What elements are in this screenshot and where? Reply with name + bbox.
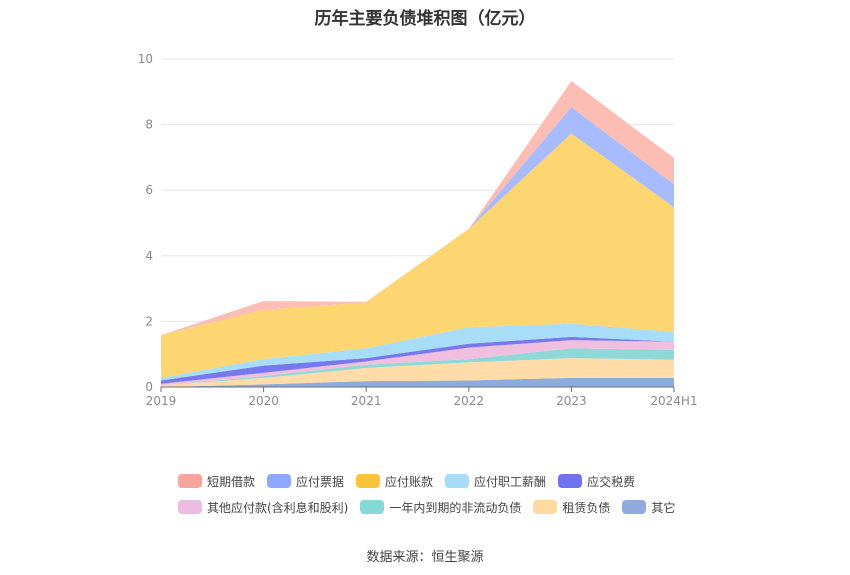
legend-label: 短期借款 [207,474,256,489]
legend-label: 其它 [651,500,676,515]
y-tick-label: 2 [145,314,153,328]
legend-item[interactable]: 应交税费 [558,472,635,490]
x-tick-label: 2020 [248,394,279,408]
legend-label: 应付票据 [296,474,345,489]
legend-item[interactable]: 其它 [622,498,675,516]
legend-label: 应交税费 [587,474,636,489]
legend-item[interactable]: 应付账款 [356,472,433,490]
legend-swatch [356,474,381,488]
x-tick-label: 2024H1 [650,394,697,408]
y-tick-label: 0 [145,380,153,394]
x-tick-label: 2021 [351,394,382,408]
legend: 短期借款 应付票据 应付账款 应付职工薪酬 应交税费其他应付款(含利息和股利) 一年内到期… [178,472,698,524]
y-tick-label: 6 [145,183,153,197]
legend-label: 其他应付款(含利息和股利) [207,500,349,515]
y-tick-label: 10 [138,52,153,66]
x-tick-label: 2023 [556,394,587,408]
legend-swatch [622,500,647,514]
legend-item[interactable]: 应付职工薪酬 [445,472,546,490]
legend-item[interactable]: 一年内到期的非流动负债 [360,498,521,516]
x-tick-label: 2022 [454,394,485,408]
axes: 0 2 4 6 8 10 2019 2020 2021 2022 2023 2024H1 [138,52,698,408]
area-series [161,80,674,387]
area-series-3[interactable] [161,340,674,386]
legend-label: 一年内到期的非流动负债 [389,500,522,515]
legend-label: 应付职工薪酬 [474,474,547,489]
x-tick-label: 2019 [146,394,177,408]
legend-swatch [533,500,558,514]
legend-item[interactable]: 其他应付款(含利息和股利) [178,498,348,516]
legend-label: 租赁负债 [562,500,611,515]
legend-swatch [267,474,292,488]
legend-item[interactable]: 短期借款 [178,472,255,490]
area-series-6[interactable] [161,133,674,378]
area-series-1[interactable] [161,358,674,387]
area-series-0[interactable] [161,377,674,387]
legend-swatch [178,474,202,488]
legend-item[interactable]: 租赁负债 [533,498,610,516]
legend-item[interactable]: 应付票据 [267,472,344,490]
chart-title: 历年主要负债堆积图（亿元） [314,9,536,29]
legend-swatch [558,474,583,488]
y-tick-label: 8 [145,118,153,132]
legend-swatch [360,500,385,514]
y-tick-label: 4 [145,249,153,263]
source-note: 数据来源：恒生聚源 [366,550,484,565]
area-series-2[interactable] [161,348,674,386]
legend-label: 应付账款 [385,474,434,489]
legend-swatch [445,474,470,488]
area-series-5[interactable] [161,323,674,381]
legend-swatch [178,500,202,514]
